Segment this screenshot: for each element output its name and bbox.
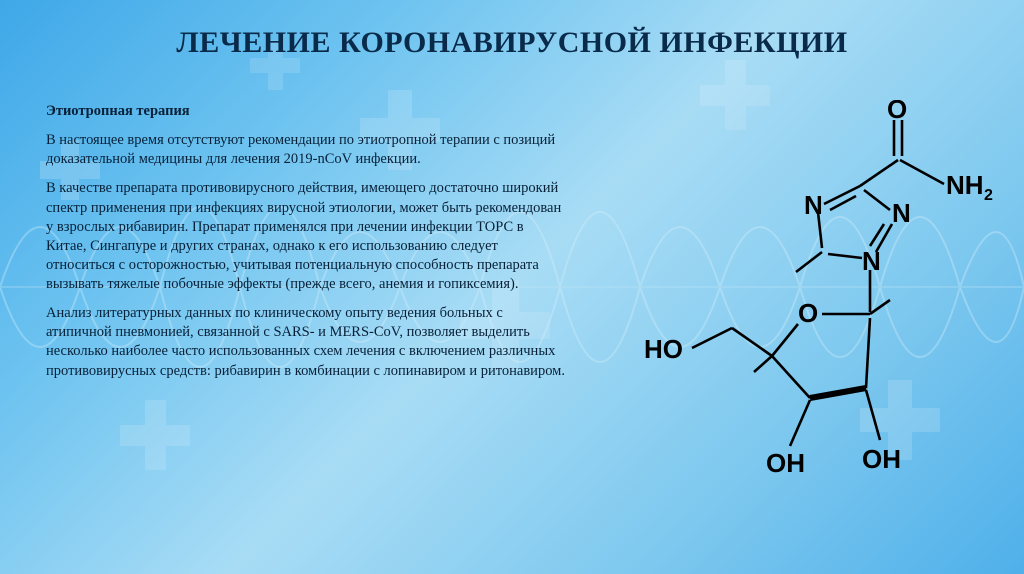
label-ring-o: O <box>798 298 818 328</box>
label-n3: N <box>892 198 911 228</box>
label-nh-sub: 2 <box>984 187 993 204</box>
plus-icon <box>120 400 190 470</box>
label-oh-left: OH <box>766 448 805 478</box>
paragraph-2: В качестве препарата противовирусного де… <box>46 179 566 294</box>
molecule-structure: O NH 2 N N N O <box>614 100 994 530</box>
slide: ЛЕЧЕНИЕ КОРОНАВИРУСНОЙ ИНФЕКЦИИ Этиотроп… <box>0 0 1024 574</box>
body-text: Этиотропная терапия В настоящее время от… <box>46 102 566 391</box>
label-ho-left: HO <box>644 334 683 364</box>
label-oh-right: OH <box>862 444 901 474</box>
label-n2: N <box>862 246 881 276</box>
label-nh: NH <box>946 170 984 200</box>
label-n1: N <box>804 190 823 220</box>
label-o-carbonyl: O <box>887 100 907 124</box>
slide-title: ЛЕЧЕНИЕ КОРОНАВИРУСНОЙ ИНФЕКЦИИ <box>0 26 1024 60</box>
subtitle: Этиотропная терапия <box>46 102 566 121</box>
paragraph-3: Анализ литературных данных по клиническо… <box>46 304 566 381</box>
paragraph-1: В настоящее время отсутствуют рекомендац… <box>46 131 566 169</box>
